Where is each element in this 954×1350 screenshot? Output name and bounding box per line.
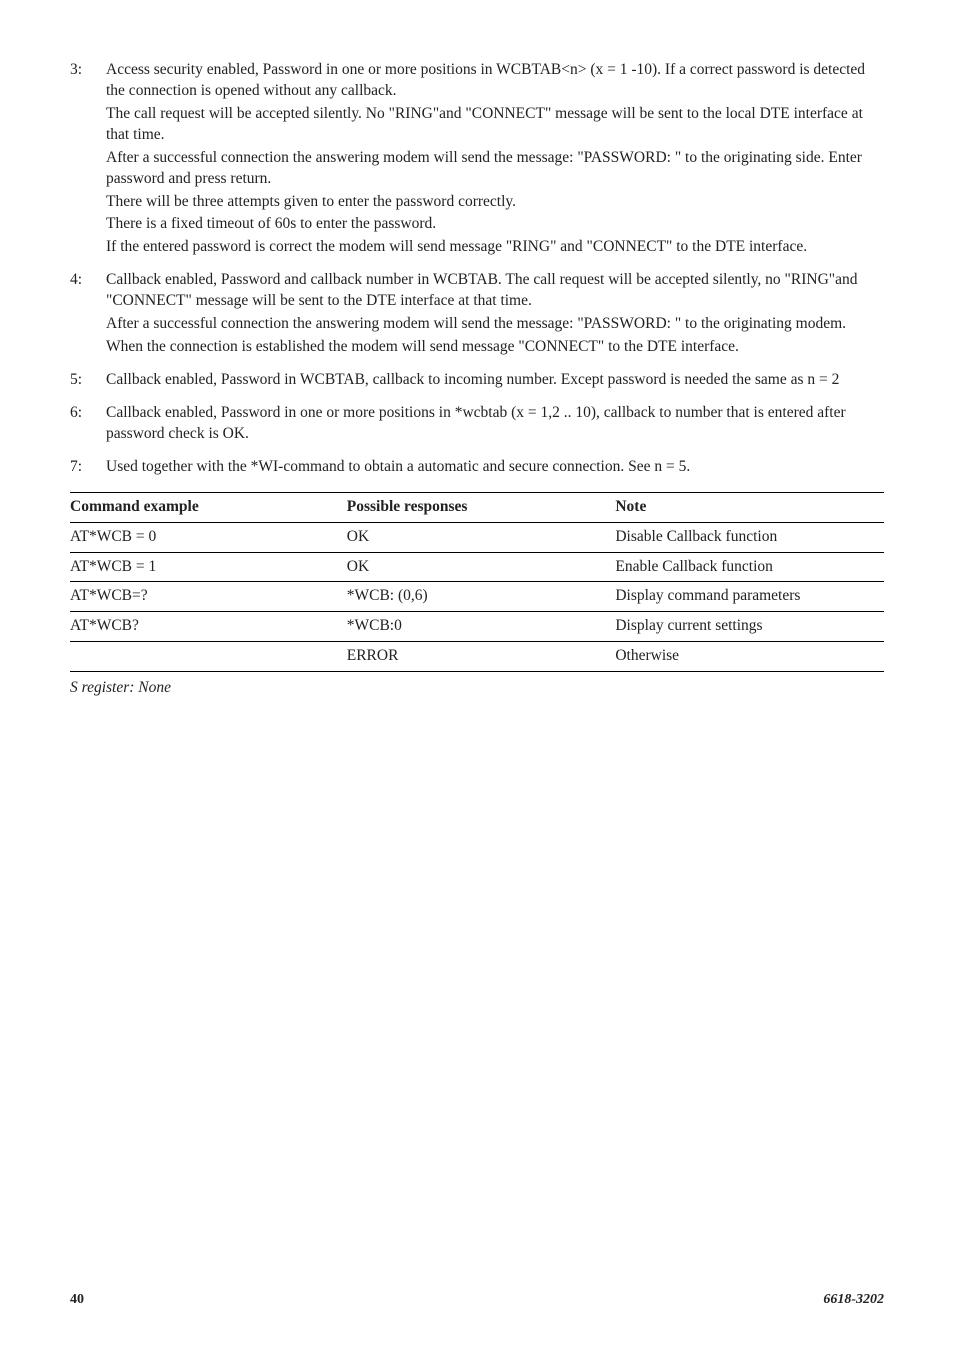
item-body: Used together with the *WI-command to ob… bbox=[106, 457, 884, 480]
command-table: Command examplePossible responsesNote AT… bbox=[70, 492, 884, 673]
list-item: 6:Callback enabled, Password in one or m… bbox=[70, 403, 884, 447]
table-row: AT*WCB=?*WCB: (0,6)Display command param… bbox=[70, 582, 884, 612]
table-cell: Display command parameters bbox=[615, 582, 884, 612]
s-register-note: S register: None bbox=[70, 678, 884, 699]
item-number: 4: bbox=[70, 270, 106, 360]
document-number: 6618-3202 bbox=[823, 1291, 884, 1310]
item-paragraph: When the connection is established the m… bbox=[106, 337, 884, 358]
table-header: Note bbox=[615, 492, 884, 522]
page-footer: 40 6618-3202 bbox=[70, 1291, 884, 1310]
item-body: Callback enabled, Password in one or mor… bbox=[106, 403, 884, 447]
item-number: 7: bbox=[70, 457, 106, 480]
table-cell: AT*WCB=? bbox=[70, 582, 347, 612]
item-paragraph: The call request will be accepted silent… bbox=[106, 104, 884, 146]
table-row: ERROROtherwise bbox=[70, 642, 884, 672]
item-body: Access security enabled, Password in one… bbox=[106, 60, 884, 260]
item-number: 3: bbox=[70, 60, 106, 260]
table-cell: Enable Callback function bbox=[615, 552, 884, 582]
item-number: 5: bbox=[70, 370, 106, 393]
item-paragraph: Access security enabled, Password in one… bbox=[106, 60, 884, 102]
table-cell: AT*WCB = 0 bbox=[70, 522, 347, 552]
item-paragraph: After a successful connection the answer… bbox=[106, 314, 884, 335]
table-cell: OK bbox=[347, 522, 616, 552]
table-row: AT*WCB?*WCB:0Display current settings bbox=[70, 612, 884, 642]
list-item: 7:Used together with the *WI-command to … bbox=[70, 457, 884, 480]
table-cell: *WCB: (0,6) bbox=[347, 582, 616, 612]
table-cell: Display current settings bbox=[615, 612, 884, 642]
table-cell: AT*WCB? bbox=[70, 612, 347, 642]
table-header: Possible responses bbox=[347, 492, 616, 522]
item-paragraph: Callback enabled, Password and callback … bbox=[106, 270, 884, 312]
table-cell bbox=[70, 642, 347, 672]
table-cell: AT*WCB = 1 bbox=[70, 552, 347, 582]
item-body: Callback enabled, Password and callback … bbox=[106, 270, 884, 360]
table-header: Command example bbox=[70, 492, 347, 522]
item-paragraph: There is a fixed timeout of 60s to enter… bbox=[106, 214, 884, 235]
item-number: 6: bbox=[70, 403, 106, 447]
item-paragraph: There will be three attempts given to en… bbox=[106, 192, 884, 213]
table-cell: Otherwise bbox=[615, 642, 884, 672]
item-paragraph: After a successful connection the answer… bbox=[106, 148, 884, 190]
table-cell: *WCB:0 bbox=[347, 612, 616, 642]
page-number: 40 bbox=[70, 1291, 84, 1310]
table-row: AT*WCB = 0OKDisable Callback function bbox=[70, 522, 884, 552]
table-cell: OK bbox=[347, 552, 616, 582]
item-paragraph: If the entered password is correct the m… bbox=[106, 237, 884, 258]
table-row: AT*WCB = 1OKEnable Callback function bbox=[70, 552, 884, 582]
list-item: 4:Callback enabled, Password and callbac… bbox=[70, 270, 884, 360]
item-paragraph: Callback enabled, Password in WCBTAB, ca… bbox=[106, 370, 884, 391]
list-item: 5:Callback enabled, Password in WCBTAB, … bbox=[70, 370, 884, 393]
item-paragraph: Used together with the *WI-command to ob… bbox=[106, 457, 884, 478]
list-item: 3:Access security enabled, Password in o… bbox=[70, 60, 884, 260]
table-cell: ERROR bbox=[347, 642, 616, 672]
item-paragraph: Callback enabled, Password in one or mor… bbox=[106, 403, 884, 445]
table-cell: Disable Callback function bbox=[615, 522, 884, 552]
numbered-list: 3:Access security enabled, Password in o… bbox=[70, 60, 884, 480]
item-body: Callback enabled, Password in WCBTAB, ca… bbox=[106, 370, 884, 393]
